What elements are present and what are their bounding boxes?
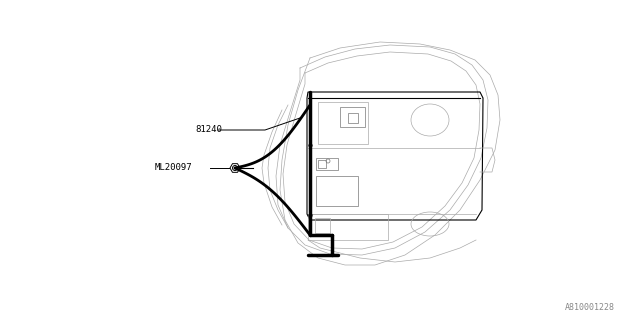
Bar [308,214,388,240]
Bar [340,107,365,127]
Bar [318,102,368,144]
Bar [318,160,326,168]
Bar [315,218,330,233]
Text: ML20097: ML20097 [155,164,193,172]
Text: 81240: 81240 [195,125,222,134]
Bar [316,176,358,206]
Bar [348,113,358,123]
Bar [316,158,338,170]
Text: A810001228: A810001228 [565,303,615,312]
